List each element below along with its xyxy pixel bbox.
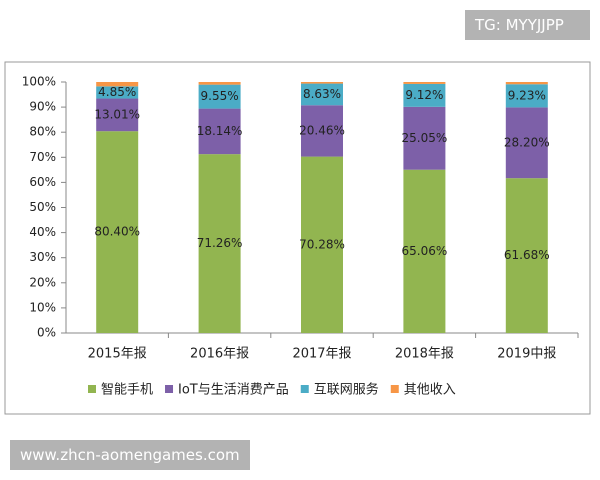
bar-segment bbox=[198, 154, 241, 333]
bar-segment bbox=[96, 82, 139, 87]
legend-swatch bbox=[88, 385, 96, 393]
data-label: 8.63% bbox=[303, 87, 341, 101]
y-tick-label: 10% bbox=[29, 300, 56, 314]
x-tick-label: 2019中报 bbox=[497, 347, 556, 362]
bar-segment bbox=[301, 82, 343, 84]
watermark: TG: MYYJJPP bbox=[465, 10, 590, 40]
data-label: 18.14% bbox=[197, 124, 243, 138]
data-label: 9.23% bbox=[508, 88, 546, 102]
bar-segment bbox=[198, 84, 241, 109]
legend-swatch bbox=[390, 385, 399, 393]
data-label: 13.01% bbox=[94, 107, 140, 121]
y-tick-label: 80% bbox=[29, 125, 56, 139]
y-tick-label: 30% bbox=[29, 250, 56, 264]
y-tick-label: 60% bbox=[29, 175, 56, 189]
bar-segment bbox=[96, 98, 139, 132]
bar-segment bbox=[403, 169, 446, 333]
bar-segment bbox=[505, 84, 548, 108]
data-label: 9.12% bbox=[405, 88, 443, 102]
bar-segment bbox=[301, 156, 343, 333]
x-tick-label: 2017年报 bbox=[292, 347, 351, 362]
y-tick-label: 40% bbox=[29, 225, 56, 239]
data-label: 20.46% bbox=[299, 123, 345, 137]
data-label: 28.20% bbox=[504, 135, 550, 149]
data-label: 9.55% bbox=[201, 89, 239, 103]
y-tick-label: 70% bbox=[29, 150, 56, 164]
bar-segment bbox=[403, 82, 446, 84]
bar-segment bbox=[505, 107, 548, 179]
data-label: 71.26% bbox=[197, 236, 243, 250]
bar-segment bbox=[198, 82, 241, 85]
legend-label: IoT与生活消费产品 bbox=[178, 383, 289, 398]
x-tick-label: 2015年报 bbox=[88, 347, 147, 362]
legend-swatch bbox=[165, 385, 174, 393]
legend-label: 互联网服务 bbox=[314, 382, 379, 398]
data-label: 25.05% bbox=[402, 131, 448, 145]
y-tick-label: 100% bbox=[22, 75, 56, 89]
legend-swatch bbox=[300, 385, 309, 393]
y-tick-label: 20% bbox=[29, 275, 56, 289]
watermark: www.zhcn-aomengames.com bbox=[10, 440, 250, 470]
bar-segment bbox=[96, 131, 139, 333]
y-tick-label: 0% bbox=[37, 326, 56, 340]
data-label: 65.06% bbox=[402, 244, 448, 258]
bar-segment bbox=[301, 105, 343, 157]
bar-segment bbox=[96, 86, 139, 99]
bar-segment bbox=[505, 178, 548, 333]
bar-segment bbox=[505, 82, 548, 85]
bar-segment bbox=[403, 83, 446, 107]
data-label: 4.85% bbox=[98, 85, 136, 99]
data-label: 70.28% bbox=[299, 237, 345, 251]
y-tick-label: 50% bbox=[29, 200, 56, 214]
data-label: 80.40% bbox=[94, 225, 140, 239]
bar-segment bbox=[198, 108, 241, 155]
y-tick-label: 90% bbox=[29, 100, 56, 114]
x-tick-label: 2016年报 bbox=[190, 347, 249, 362]
x-tick-label: 2018年报 bbox=[395, 347, 454, 362]
legend-label: 智能手机 bbox=[101, 383, 153, 398]
bar-segment bbox=[301, 83, 343, 106]
legend-label: 其他收入 bbox=[404, 383, 456, 398]
bar-segment bbox=[403, 106, 446, 170]
data-label: 61.68% bbox=[504, 248, 550, 262]
